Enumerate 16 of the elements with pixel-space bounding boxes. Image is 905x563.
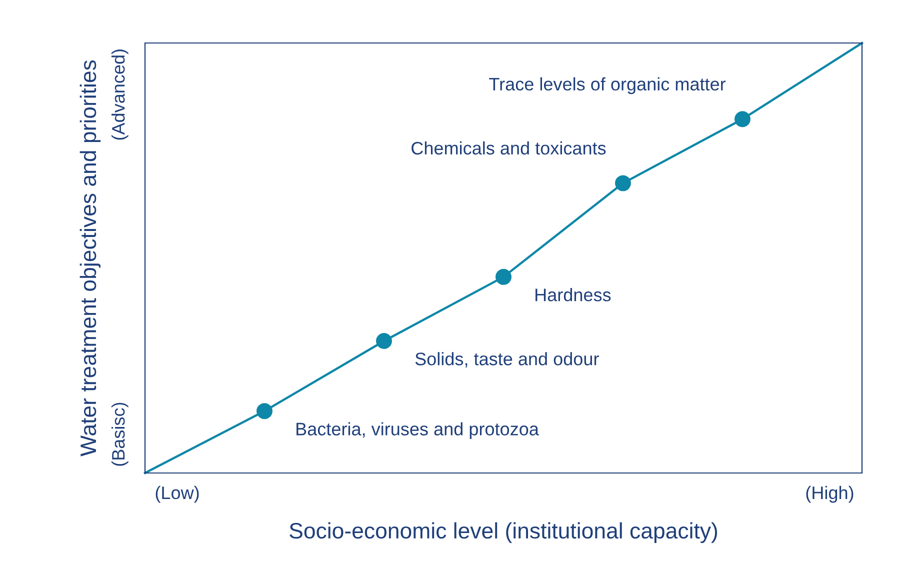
point bbox=[615, 175, 631, 192]
annotation: Chemicals and toxicants bbox=[412, 141, 606, 155]
text: (Advanced) bbox=[111, 50, 128, 140]
annotation: Bacteria, viruses and protozoa bbox=[296, 422, 539, 440]
annotation: Trace levels of organic matter bbox=[489, 77, 726, 94]
annotation: Hardness bbox=[536, 288, 611, 302]
text: (High) bbox=[806, 486, 854, 503]
text: (Basisc) bbox=[111, 402, 128, 466]
text: (Low) bbox=[156, 486, 199, 503]
annotation: Solids, taste and odour bbox=[415, 352, 599, 368]
point bbox=[734, 111, 750, 128]
y-axis-title: Water treatment objectives and priorities bbox=[80, 60, 101, 456]
point bbox=[496, 268, 512, 285]
point bbox=[256, 403, 272, 420]
x-axis-title: Socio-economic level (institutional capacity) bbox=[290, 522, 718, 544]
point bbox=[376, 333, 392, 349]
